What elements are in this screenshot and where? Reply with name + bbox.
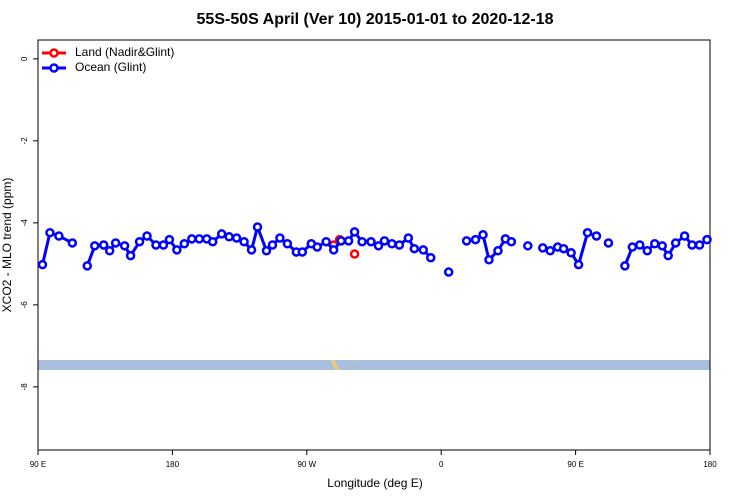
point [379, 236, 390, 246]
point [349, 227, 360, 237]
y-tick-label: 0 [20, 56, 29, 61]
point [484, 255, 494, 265]
y-tick-label: -6 [20, 301, 29, 309]
point [603, 238, 614, 248]
point [297, 247, 308, 257]
y-tick-label: -4 [20, 219, 29, 227]
point [67, 238, 78, 248]
point [119, 241, 130, 251]
point [649, 239, 660, 249]
point [275, 233, 285, 243]
y-tick-label: -2 [20, 137, 29, 145]
point [493, 245, 503, 256]
point [194, 234, 205, 244]
point [187, 234, 197, 244]
point [573, 259, 584, 270]
point [207, 236, 218, 247]
point [45, 227, 55, 238]
y-tick-label: -8 [20, 383, 29, 391]
legend-marker [49, 63, 59, 73]
point [387, 239, 397, 249]
point [239, 236, 249, 247]
x-tick-label: 0 [439, 460, 444, 469]
point [443, 267, 454, 277]
point [591, 231, 602, 241]
point [670, 238, 681, 248]
point [523, 241, 533, 251]
point [37, 259, 48, 270]
point [312, 242, 323, 252]
point [679, 231, 690, 241]
point [470, 234, 481, 245]
point [89, 241, 100, 251]
point [694, 240, 705, 250]
point [620, 261, 630, 271]
point [418, 245, 429, 255]
point [151, 240, 161, 250]
point [478, 230, 488, 240]
point [627, 242, 638, 252]
point [349, 249, 360, 259]
point [394, 240, 405, 250]
point [98, 240, 109, 250]
point [125, 250, 136, 261]
point [366, 236, 376, 247]
point [328, 245, 339, 255]
point [635, 240, 645, 250]
point [642, 245, 653, 256]
point [357, 236, 367, 247]
x-tick-label: 90 E [567, 460, 583, 469]
point [142, 231, 152, 241]
y-axis-label: XCO2 - MLO trend (ppm) [0, 178, 14, 313]
point [82, 261, 93, 271]
point [506, 236, 517, 247]
point [321, 236, 331, 247]
point [545, 245, 555, 256]
x-tick-label: 180 [703, 460, 717, 469]
point [224, 232, 234, 242]
point [558, 243, 569, 254]
legend-label: Ocean (Glint) [75, 60, 146, 74]
point [252, 222, 263, 232]
point [172, 245, 182, 255]
chart-title: 55S-50S April (Ver 10) 2015-01-01 to 202… [197, 11, 554, 28]
point [657, 241, 667, 251]
point [343, 236, 354, 246]
surface-strip [38, 360, 710, 370]
point [566, 248, 576, 258]
point [425, 252, 436, 263]
point [461, 236, 472, 246]
point [104, 245, 115, 256]
point [164, 234, 175, 245]
point [582, 227, 593, 238]
x-axis-label: Longitude (deg E) [327, 476, 422, 490]
point [267, 240, 278, 250]
point [336, 236, 346, 246]
point [702, 234, 712, 245]
point [403, 233, 414, 243]
plot-frame [37, 39, 711, 451]
point [216, 229, 227, 239]
legend-marker [49, 48, 59, 58]
legend-label: Land (Nadir&Glint) [75, 45, 174, 59]
point [261, 245, 272, 256]
point [54, 231, 64, 241]
point [282, 239, 293, 249]
point [158, 240, 169, 250]
land-patch [331, 360, 355, 370]
point [687, 240, 697, 250]
x-tick-label: 90 E [30, 460, 46, 469]
x-tick-label: 90 W [297, 460, 316, 469]
point [110, 238, 121, 248]
point [373, 241, 384, 251]
point [663, 250, 673, 261]
x-tick-label: 180 [166, 460, 180, 469]
point [537, 243, 548, 253]
point [179, 239, 190, 249]
point [246, 245, 257, 255]
point [134, 236, 145, 247]
point [231, 233, 242, 243]
point [409, 243, 420, 254]
